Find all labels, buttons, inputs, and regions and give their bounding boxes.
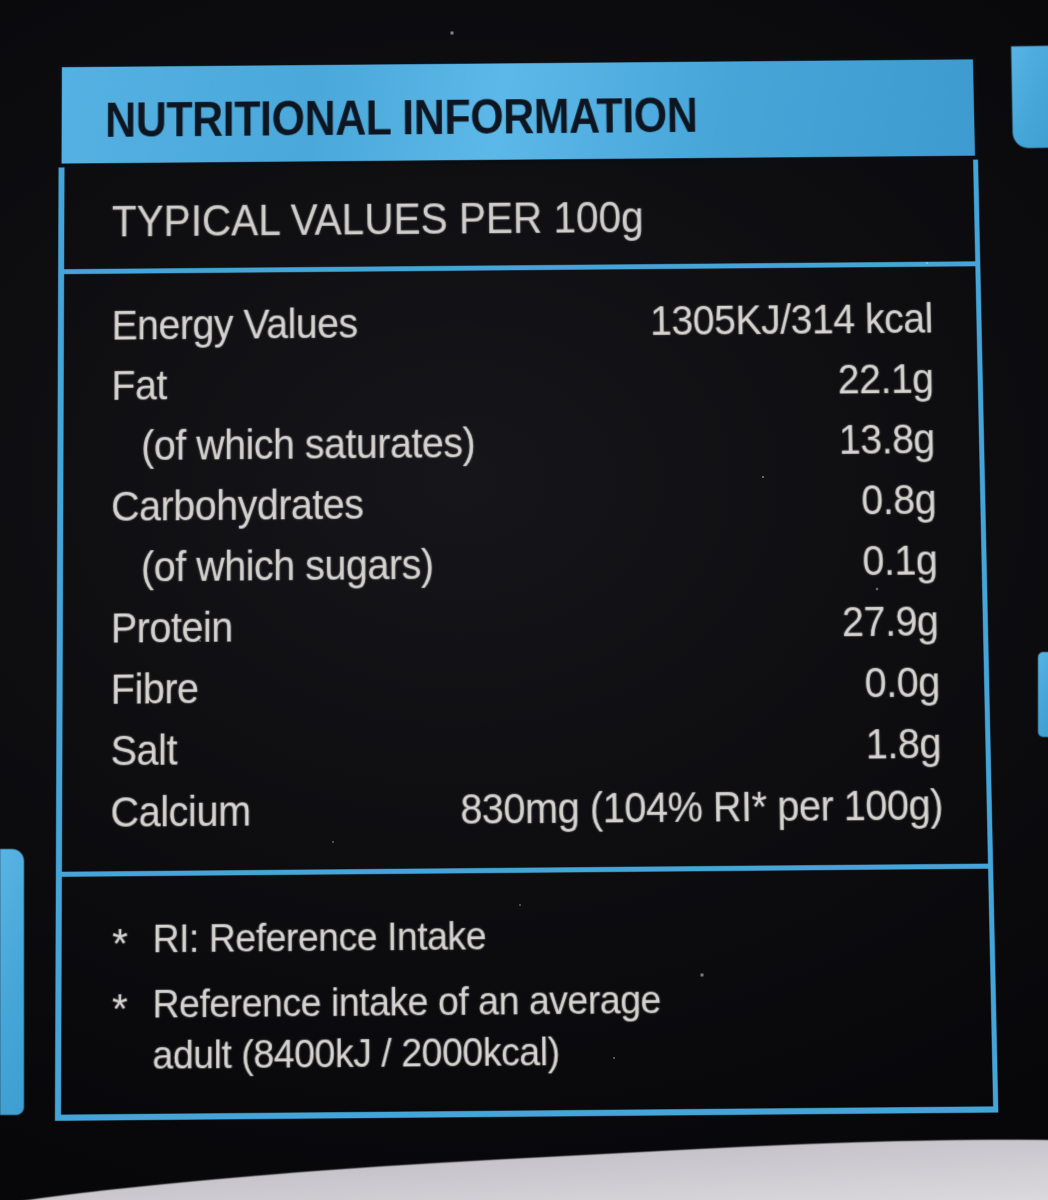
row-value: 13.8g: [839, 408, 936, 469]
nutrition-label-panel: NUTRITIONAL INFORMATION TYPICAL VALUES P…: [55, 56, 998, 1120]
adjacent-panel-left: [0, 849, 24, 1115]
row-name: Fibre: [111, 658, 199, 720]
nutrition-row: (of which saturates) 13.8g: [111, 408, 936, 476]
nutrition-row: Energy Values 1305KJ/314 kcal: [112, 288, 934, 355]
row-name: Fat: [111, 355, 166, 416]
row-name: Energy Values: [112, 293, 358, 355]
footnote-text: RI: Reference Intake: [153, 912, 504, 966]
row-value: 0.8g: [861, 469, 937, 530]
package-photo: NUTRITIONAL INFORMATION TYPICAL VALUES P…: [0, 0, 1048, 1200]
footnote-marker: *: [112, 915, 152, 970]
row-name: (of which saturates): [111, 412, 475, 476]
footnote: * Reference intake of an average adult (…: [112, 973, 952, 1083]
nutrition-row: Carbohydrates 0.8g: [111, 469, 937, 537]
footnotes-section: * RI: Reference Intake * Reference intak…: [61, 869, 992, 1083]
package-edge: [0, 1125, 1048, 1200]
row-value: 27.9g: [842, 590, 940, 652]
footnote: * RI: Reference Intake: [112, 908, 950, 970]
row-name: Calcium: [110, 780, 250, 843]
footnote-line: Reference intake of an average: [152, 975, 661, 1031]
label-header-band: NUTRITIONAL INFORMATION: [59, 56, 978, 167]
row-value: 1.8g: [865, 713, 941, 775]
nutrition-row: Calcium 830mg (104% RI* per 100g): [110, 774, 943, 843]
footnote-marker: *: [112, 980, 153, 1036]
row-value: 1305KJ/314 kcal: [650, 288, 934, 350]
row-value: 830mg (104% RI* per 100g): [460, 774, 944, 840]
row-name: (of which sugars): [111, 534, 434, 598]
nutrition-row: Fat 22.1g: [111, 348, 934, 415]
nutrition-row: (of which sugars) 0.1g: [111, 530, 938, 598]
row-value: 0.0g: [864, 651, 940, 713]
row-value: 22.1g: [838, 348, 935, 409]
nutrition-row: Salt 1.8g: [111, 713, 942, 782]
adjacent-panel-top-right: [1011, 46, 1048, 149]
footnote-text: Reference intake of an average adult (84…: [152, 975, 688, 1082]
row-name: Carbohydrates: [111, 474, 364, 537]
nutrition-row: Protein 27.9g: [111, 590, 940, 658]
typical-values-row: TYPICAL VALUES PER 100g: [64, 160, 975, 246]
adjacent-panel-right-edge: [1038, 652, 1048, 737]
row-name: Salt: [111, 719, 178, 781]
nutrition-table: Energy Values 1305KJ/314 kcal Fat 22.1g …: [62, 266, 988, 871]
footnote-continuation-line: adult (8400kJ / 2000kcal): [152, 1026, 662, 1082]
footnote-line: RI: Reference Intake: [153, 912, 487, 966]
nutrition-row: Fibre 0.0g: [111, 651, 941, 719]
typical-values-heading: TYPICAL VALUES PER 100g: [112, 192, 644, 247]
row-value: 0.1g: [862, 530, 938, 591]
label-body: TYPICAL VALUES PER 100g Energy Values 13…: [55, 160, 998, 1121]
label-title: NUTRITIONAL INFORMATION: [105, 87, 698, 149]
row-name: Protein: [111, 597, 233, 659]
